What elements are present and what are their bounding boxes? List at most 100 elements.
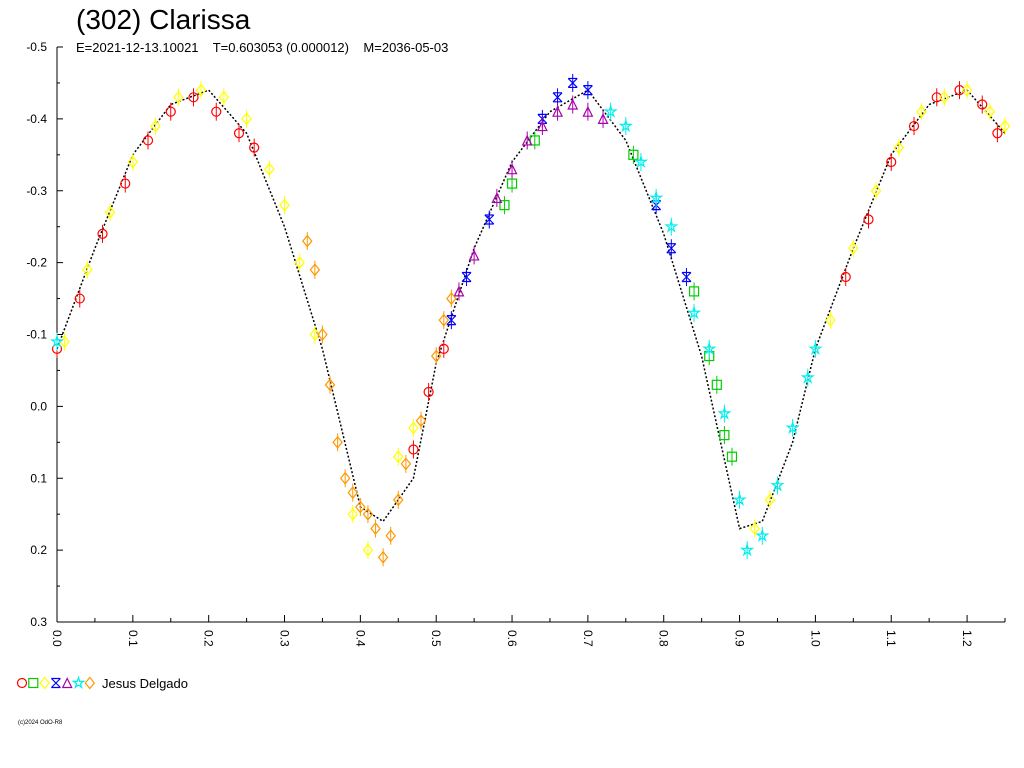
data-point: [347, 507, 359, 521]
y-tick-label: 0.2: [30, 543, 47, 557]
data-point: [686, 305, 702, 320]
data-point: [711, 379, 722, 390]
data-point: [430, 349, 442, 363]
data-point: [423, 386, 434, 398]
data-point: [755, 528, 770, 542]
data-point: [628, 149, 639, 160]
legend-marker: [61, 677, 73, 689]
legend: Jesus Delgado: [16, 674, 188, 692]
data-point: [977, 99, 988, 110]
data-point: [603, 104, 618, 118]
series-2: [499, 131, 738, 466]
y-tick-label: -0.1: [26, 328, 47, 342]
data-point: [400, 457, 412, 471]
data-point: [719, 430, 730, 441]
chart-subtitle: E=2021-12-13.10021 T=0.603053 (0.000012)…: [76, 40, 449, 55]
x-tick-label: 0.3: [278, 630, 292, 647]
fit-line: [56, 89, 1006, 530]
data-point: [618, 118, 633, 133]
data-point: [393, 493, 404, 507]
x-tick-label: 0.0: [50, 630, 64, 647]
copyright-notice: (c)2024 OdO-R8: [18, 720, 63, 726]
data-point: [446, 315, 457, 326]
data-point: [749, 522, 761, 536]
x-tick-label: 1.1: [884, 630, 898, 647]
legend-markers: [16, 675, 96, 690]
data-point: [992, 128, 1003, 139]
data-point: [370, 522, 381, 536]
data-point: [770, 477, 785, 492]
data-point: [438, 343, 449, 354]
data-point: [916, 105, 927, 119]
data-point: [808, 341, 823, 355]
data-point: [408, 444, 419, 455]
data-point: [893, 141, 905, 155]
y-tick-label: -0.5: [26, 40, 47, 54]
fit-curve: [56, 89, 1006, 530]
data-point: [886, 156, 897, 168]
y-tick-label: -0.2: [26, 256, 47, 270]
data-points: [49, 73, 1011, 567]
data-point: [104, 205, 116, 219]
legend-marker: [39, 676, 50, 690]
data-point: [908, 120, 920, 132]
data-point: [688, 286, 700, 297]
data-point: [870, 184, 882, 198]
chart-title: (302) Clarissa: [76, 4, 251, 35]
data-point: [681, 271, 692, 283]
data-point: [506, 178, 518, 189]
x-tick-label: 1.2: [960, 630, 974, 647]
x-tick-label: 0.4: [353, 630, 367, 647]
data-point: [597, 113, 609, 124]
data-point: [726, 451, 738, 462]
x-tick-label: 0.5: [429, 630, 443, 647]
y-tick-label: 0.1: [30, 471, 47, 485]
data-point: [764, 493, 776, 507]
data-point: [800, 370, 815, 384]
data-point: [218, 90, 230, 104]
axes: -0.5-0.4-0.3-0.2-0.10.00.10.20.30.0 0.1 0.…: [26, 40, 1006, 647]
series-3: [59, 81, 1011, 560]
data-point: [142, 135, 154, 146]
legend-observer-name: Jesus Delgado: [102, 675, 188, 691]
data-point: [362, 507, 374, 521]
data-point: [120, 178, 131, 189]
data-point: [309, 328, 321, 341]
series-6: [49, 102, 823, 560]
data-point: [491, 192, 503, 204]
data-point: [931, 92, 942, 103]
data-point: [521, 134, 533, 146]
data-point: [264, 162, 275, 176]
data-point: [999, 119, 1011, 133]
y-tick-label: -0.4: [26, 112, 47, 126]
x-tick-label: 0.2: [202, 630, 216, 647]
data-point: [294, 256, 305, 270]
legend-marker: [28, 677, 39, 689]
data-point: [241, 112, 252, 126]
y-tick-label: 0.3: [30, 615, 47, 629]
series-5: [453, 95, 609, 301]
data-point: [961, 83, 973, 97]
data-point: [863, 214, 874, 225]
series-7: [301, 232, 457, 567]
data-point: [633, 154, 649, 169]
data-point: [355, 500, 366, 514]
y-tick-label: 0.0: [30, 399, 47, 413]
data-point: [339, 471, 351, 485]
data-point: [785, 420, 800, 435]
data-point: [377, 550, 389, 564]
series-1: [51, 81, 1003, 459]
data-point: [385, 529, 396, 543]
x-tick-label: 0.1: [126, 630, 140, 647]
legend-marker: [50, 677, 61, 689]
data-point: [567, 77, 578, 89]
data-point: [415, 414, 427, 428]
data-point: [150, 119, 161, 133]
x-tick-label: 1.0: [808, 630, 822, 647]
data-point: [173, 90, 184, 104]
data-point: [188, 92, 199, 103]
data-point: [664, 219, 679, 233]
data-point: [301, 234, 313, 248]
data-point: [211, 106, 222, 117]
